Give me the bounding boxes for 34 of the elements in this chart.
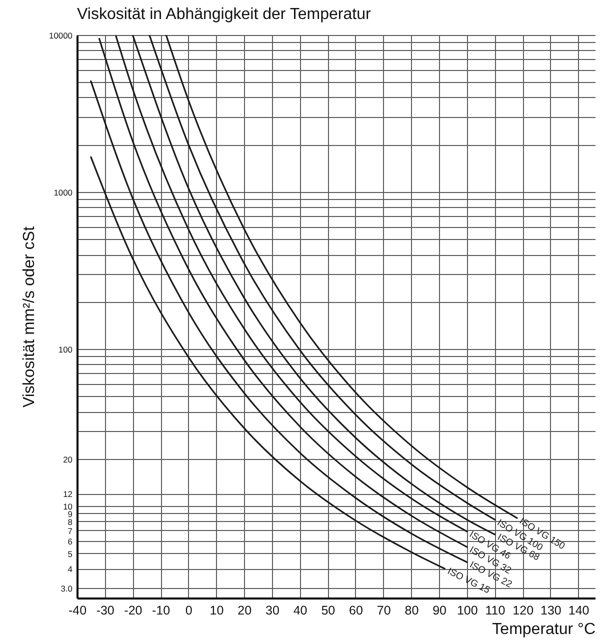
x-tick-label: -10 <box>152 604 170 618</box>
y-tick-label: 10000 <box>49 30 73 40</box>
x-tick-label: 0 <box>185 604 192 618</box>
x-tick-label: 80 <box>404 604 419 618</box>
x-tick-label: 30 <box>265 604 280 618</box>
y-tick-label: 4 <box>68 564 73 574</box>
x-axis-title: Temperatur °C <box>492 621 596 638</box>
x-tick-label: 20 <box>238 604 252 618</box>
x-tick-label: 140 <box>568 604 590 618</box>
y-tick-label: 5 <box>68 548 73 559</box>
y-tick-label: 3.0 <box>60 584 73 594</box>
y-tick-label: 6 <box>68 536 73 546</box>
line-series <box>90 156 446 570</box>
x-tick-label: -30 <box>96 604 114 618</box>
y-tick-label: 20 <box>63 454 73 464</box>
x-tick-label: 120 <box>512 604 534 618</box>
y-tick-label: 8 <box>68 516 73 527</box>
x-tick-label: -40 <box>68 604 87 618</box>
y-tick-label: 12 <box>63 489 73 500</box>
x-tick-label: 40 <box>293 604 308 618</box>
x-tick-label: 50 <box>321 604 336 618</box>
y-tick-label: 100 <box>58 344 73 355</box>
y-axis-title: Viskosität mm²/s oder cSt <box>21 226 38 408</box>
y-tick-label: 7 <box>68 526 73 536</box>
x-tick-label: 70 <box>376 604 391 618</box>
x-tick-label: 90 <box>432 604 447 618</box>
x-tick-label: 110 <box>485 604 506 618</box>
x-tick-label: 130 <box>540 604 562 618</box>
chart-title: Viskosität in Abhängigkeit der Temperatur <box>77 6 372 23</box>
y-tick-label: 1000 <box>54 188 73 198</box>
x-tick-label: 10 <box>210 604 224 618</box>
x-tick-label: 100 <box>456 604 478 618</box>
x-tick-label: 60 <box>349 604 363 618</box>
x-tick-label: -20 <box>124 604 142 618</box>
